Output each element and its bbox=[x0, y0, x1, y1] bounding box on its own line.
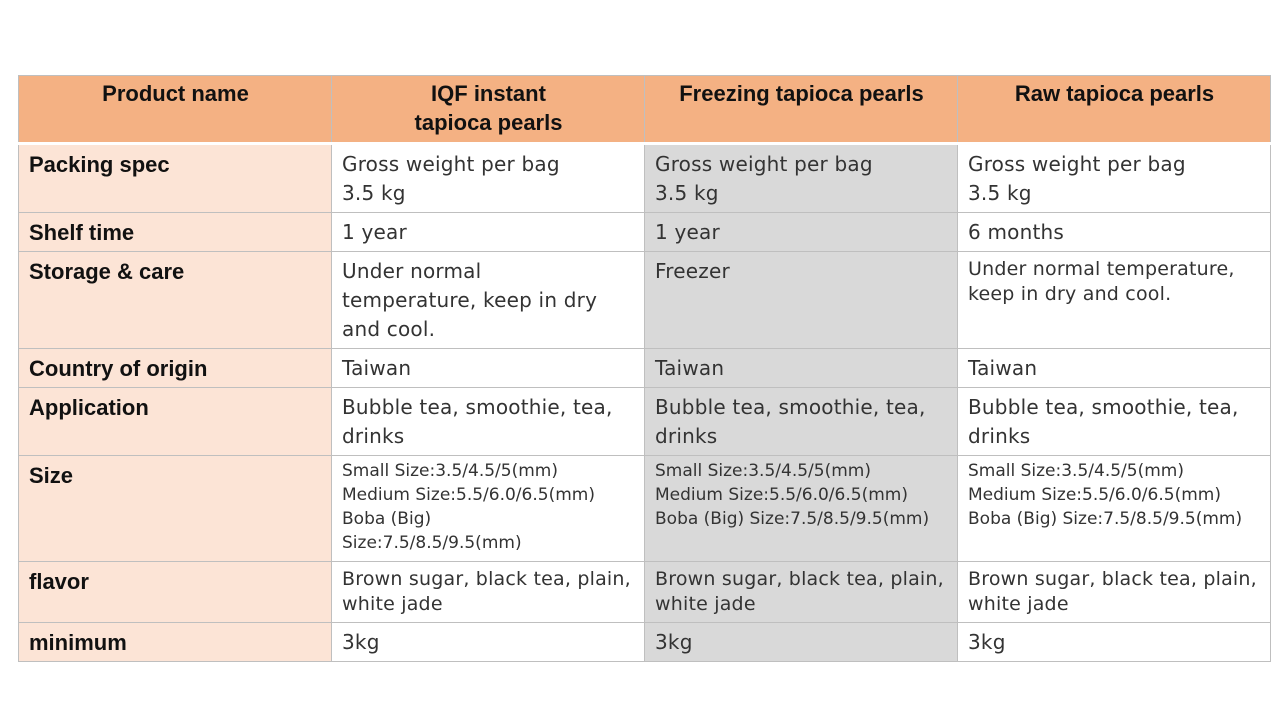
cell-minimum-iqf: 3kg bbox=[331, 622, 645, 662]
cell-line: Brown sugar, black tea, plain, bbox=[968, 568, 1257, 590]
cell-line: Gross weight per bag bbox=[342, 152, 560, 176]
cell-size-iqf: Small Size:3.5/4.5/5(mm) Medium Size:5.5… bbox=[331, 455, 645, 562]
cell-line: Under normal temperature, bbox=[968, 258, 1235, 280]
row-label-storage-care: Storage & care bbox=[18, 251, 332, 349]
cell-origin-raw: Taiwan bbox=[957, 348, 1271, 388]
cell-shelf-raw: 6 months bbox=[957, 212, 1271, 252]
table-row-minimum: minimum 3kg 3kg 3kg bbox=[18, 622, 1271, 662]
cell-line: white jade bbox=[968, 593, 1069, 615]
row-label-flavor: flavor bbox=[18, 561, 332, 623]
header-row: Product name IQF instant tapioca pearls … bbox=[18, 75, 1271, 145]
cell-line: Gross weight per bag bbox=[968, 152, 1186, 176]
cell-line: white jade bbox=[655, 593, 756, 615]
cell-origin-iqf: Taiwan bbox=[331, 348, 645, 388]
cell-storage-iqf: Under normal temperature, keep in dry an… bbox=[331, 251, 645, 349]
cell-application-iqf: Bubble tea, smoothie, tea, drinks bbox=[331, 387, 645, 456]
header-product-name: Product name bbox=[18, 75, 332, 145]
cell-line: Gross weight per bag bbox=[655, 152, 873, 176]
cell-line: Medium Size:5.5/6.0/6.5(mm) bbox=[342, 485, 595, 505]
cell-minimum-raw: 3kg bbox=[957, 622, 1271, 662]
table-row-storage-care: Storage & care Under normal temperature,… bbox=[18, 251, 1271, 349]
cell-line: Boba (Big) bbox=[342, 509, 432, 529]
cell-size-freezing: Small Size:3.5/4.5/5(mm) Medium Size:5.5… bbox=[644, 455, 958, 562]
row-label-packing-spec: Packing spec bbox=[18, 143, 332, 213]
cell-application-freezing: Bubble tea, smoothie, tea, drinks bbox=[644, 387, 958, 456]
cell-line: Medium Size:5.5/6.0/6.5(mm) bbox=[655, 485, 908, 505]
header-freezing-tapioca-pearls: Freezing tapioca pearls bbox=[644, 75, 958, 145]
cell-packing-freezing: Gross weight per bag 3.5 kg bbox=[644, 143, 958, 213]
cell-packing-iqf: Gross weight per bag 3.5 kg bbox=[331, 143, 645, 213]
cell-line: Brown sugar, black tea, plain, bbox=[342, 568, 631, 590]
header-iqf-line-2: tapioca pearls bbox=[414, 110, 563, 135]
cell-line: and cool. bbox=[342, 317, 436, 341]
table-row-shelf-time: Shelf time 1 year 1 year 6 months bbox=[18, 212, 1271, 252]
cell-line: Small Size:3.5/4.5/5(mm) bbox=[342, 461, 558, 481]
cell-line: Brown sugar, black tea, plain, bbox=[655, 568, 944, 590]
header-iqf-line-1: IQF instant bbox=[431, 81, 546, 106]
row-label-country-of-origin: Country of origin bbox=[18, 348, 332, 388]
cell-line: drinks bbox=[342, 424, 405, 448]
table-row-application: Application Bubble tea, smoothie, tea, d… bbox=[18, 387, 1271, 456]
header-iqf-instant-tapioca-pearls: IQF instant tapioca pearls bbox=[331, 75, 645, 145]
cell-packing-raw: Gross weight per bag 3.5 kg bbox=[957, 143, 1271, 213]
cell-line: 3.5 kg bbox=[342, 181, 406, 205]
cell-line: Under normal bbox=[342, 259, 482, 283]
cell-line: keep in dry and cool. bbox=[968, 283, 1172, 305]
cell-line: 3.5 kg bbox=[655, 181, 719, 205]
cell-line: Bubble tea, smoothie, tea, bbox=[655, 395, 926, 419]
cell-line: Bubble tea, smoothie, tea, bbox=[968, 395, 1239, 419]
cell-line: 3.5 kg bbox=[968, 181, 1032, 205]
table-row-size: Size Small Size:3.5/4.5/5(mm) Medium Siz… bbox=[18, 455, 1271, 562]
cell-line: white jade bbox=[342, 593, 443, 615]
product-comparison-table-wrapper: Product name IQF instant tapioca pearls … bbox=[18, 75, 1271, 662]
cell-line: Size:7.5/8.5/9.5(mm) bbox=[342, 533, 522, 553]
cell-shelf-freezing: 1 year bbox=[644, 212, 958, 252]
cell-line: Small Size:3.5/4.5/5(mm) bbox=[655, 461, 871, 481]
cell-line: temperature, keep in dry bbox=[342, 288, 598, 312]
cell-line: Boba (Big) Size:7.5/8.5/9.5(mm) bbox=[655, 509, 930, 529]
cell-line: Bubble tea, smoothie, tea, bbox=[342, 395, 613, 419]
cell-application-raw: Bubble tea, smoothie, tea, drinks bbox=[957, 387, 1271, 456]
row-label-shelf-time: Shelf time bbox=[18, 212, 332, 252]
row-label-size: Size bbox=[18, 455, 332, 562]
cell-line: drinks bbox=[968, 424, 1031, 448]
cell-shelf-iqf: 1 year bbox=[331, 212, 645, 252]
cell-line: drinks bbox=[655, 424, 718, 448]
cell-size-raw: Small Size:3.5/4.5/5(mm) Medium Size:5.5… bbox=[957, 455, 1271, 562]
product-comparison-table: Product name IQF instant tapioca pearls … bbox=[18, 75, 1271, 662]
cell-line: Small Size:3.5/4.5/5(mm) bbox=[968, 461, 1184, 481]
cell-storage-raw: Under normal temperature, keep in dry an… bbox=[957, 251, 1271, 349]
cell-origin-freezing: Taiwan bbox=[644, 348, 958, 388]
cell-flavor-freezing: Brown sugar, black tea, plain, white jad… bbox=[644, 561, 958, 623]
cell-storage-freezing: Freezer bbox=[644, 251, 958, 349]
header-raw-tapioca-pearls: Raw tapioca pearls bbox=[957, 75, 1271, 145]
cell-line: Medium Size:5.5/6.0/6.5(mm) bbox=[968, 485, 1221, 505]
cell-flavor-raw: Brown sugar, black tea, plain, white jad… bbox=[957, 561, 1271, 623]
table-row-packing-spec: Packing spec Gross weight per bag 3.5 kg… bbox=[18, 143, 1271, 213]
cell-minimum-freezing: 3kg bbox=[644, 622, 958, 662]
row-label-minimum: minimum bbox=[18, 622, 332, 662]
cell-flavor-iqf: Brown sugar, black tea, plain, white jad… bbox=[331, 561, 645, 623]
table-row-country-of-origin: Country of origin Taiwan Taiwan Taiwan bbox=[18, 348, 1271, 388]
cell-line: Boba (Big) Size:7.5/8.5/9.5(mm) bbox=[968, 509, 1243, 529]
row-label-application: Application bbox=[18, 387, 332, 456]
table-row-flavor: flavor Brown sugar, black tea, plain, wh… bbox=[18, 561, 1271, 623]
